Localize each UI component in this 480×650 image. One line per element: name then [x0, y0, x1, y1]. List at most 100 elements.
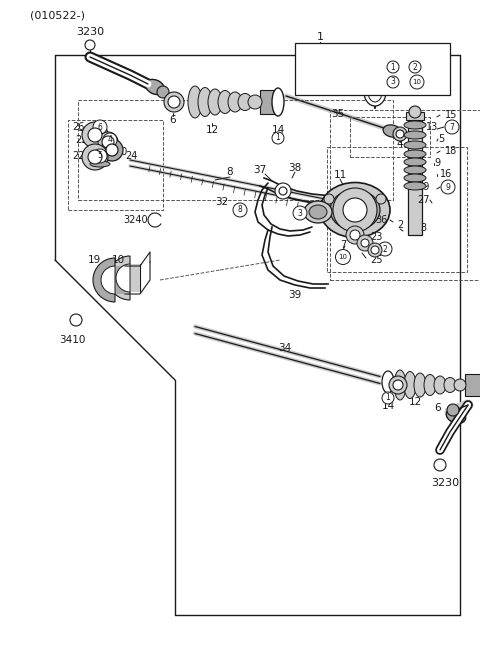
- Wedge shape: [108, 256, 130, 300]
- Circle shape: [157, 86, 169, 98]
- Bar: [350, 117, 430, 157]
- Text: 14: 14: [271, 125, 285, 135]
- Ellipse shape: [330, 190, 380, 230]
- Circle shape: [106, 144, 118, 156]
- Text: 35: 35: [331, 109, 345, 119]
- Text: 12: 12: [408, 397, 421, 407]
- Circle shape: [357, 235, 373, 251]
- Ellipse shape: [446, 409, 466, 423]
- Circle shape: [409, 106, 421, 118]
- Circle shape: [101, 139, 123, 161]
- Circle shape: [350, 230, 360, 240]
- Text: 14: 14: [382, 401, 395, 411]
- Circle shape: [376, 194, 386, 204]
- Circle shape: [70, 314, 82, 326]
- Text: 23: 23: [370, 232, 383, 242]
- Text: 22: 22: [72, 151, 84, 161]
- Text: 2: 2: [397, 220, 403, 230]
- Text: ~: ~: [399, 77, 407, 87]
- Ellipse shape: [228, 92, 242, 112]
- Ellipse shape: [404, 158, 426, 166]
- Text: 8: 8: [238, 205, 242, 214]
- Circle shape: [336, 250, 350, 265]
- Text: 19: 19: [88, 255, 101, 265]
- Bar: [406, 112, 424, 120]
- Circle shape: [164, 92, 184, 112]
- Ellipse shape: [404, 150, 426, 158]
- Text: 37: 37: [253, 165, 266, 175]
- Circle shape: [389, 376, 407, 394]
- Text: 15: 15: [445, 110, 457, 120]
- Text: 2: 2: [413, 62, 418, 72]
- Text: 32: 32: [216, 197, 228, 207]
- Circle shape: [93, 120, 107, 134]
- Bar: [330, 110, 480, 280]
- Text: 18: 18: [445, 146, 457, 156]
- Circle shape: [350, 227, 360, 237]
- Bar: [408, 115, 422, 235]
- Circle shape: [333, 188, 377, 232]
- Text: 3230: 3230: [76, 27, 104, 37]
- Text: 25: 25: [370, 255, 383, 265]
- Bar: [113, 266, 125, 294]
- Circle shape: [324, 194, 334, 204]
- Text: 3: 3: [420, 223, 426, 233]
- Ellipse shape: [90, 161, 110, 167]
- Ellipse shape: [404, 174, 426, 182]
- Text: THE NO.28 :: THE NO.28 :: [303, 77, 360, 86]
- Circle shape: [409, 61, 421, 73]
- Circle shape: [346, 226, 364, 244]
- Text: 24: 24: [125, 151, 137, 161]
- Circle shape: [275, 183, 291, 199]
- Circle shape: [393, 127, 407, 141]
- Ellipse shape: [444, 378, 456, 393]
- Ellipse shape: [424, 374, 436, 395]
- Text: 26: 26: [72, 122, 84, 132]
- Ellipse shape: [145, 79, 165, 95]
- Text: 36: 36: [376, 215, 388, 225]
- Text: 11: 11: [334, 170, 347, 180]
- Circle shape: [82, 122, 108, 148]
- Text: 3240: 3240: [123, 215, 148, 225]
- Text: NOTE: NOTE: [360, 46, 386, 56]
- Bar: [260, 90, 278, 114]
- Circle shape: [434, 459, 446, 471]
- Wedge shape: [93, 258, 115, 302]
- Bar: [327, 147, 467, 272]
- Text: 16: 16: [440, 169, 452, 179]
- Ellipse shape: [188, 86, 202, 118]
- Circle shape: [93, 149, 107, 163]
- Ellipse shape: [364, 78, 386, 106]
- Text: 4: 4: [108, 135, 112, 144]
- Circle shape: [387, 61, 399, 73]
- Circle shape: [98, 132, 118, 152]
- Ellipse shape: [404, 121, 426, 129]
- Text: 3: 3: [298, 209, 302, 218]
- Ellipse shape: [404, 141, 426, 149]
- Ellipse shape: [309, 205, 327, 219]
- Text: 10: 10: [338, 254, 348, 260]
- Bar: [68, 120, 163, 210]
- Ellipse shape: [404, 372, 416, 398]
- Text: 9: 9: [434, 158, 440, 168]
- Ellipse shape: [382, 371, 394, 393]
- Circle shape: [393, 380, 403, 390]
- Circle shape: [445, 120, 459, 134]
- Text: 6: 6: [97, 122, 102, 131]
- Circle shape: [410, 75, 424, 89]
- Text: 10: 10: [412, 79, 421, 85]
- Circle shape: [396, 130, 404, 138]
- Circle shape: [88, 128, 102, 142]
- Wedge shape: [116, 264, 130, 292]
- Text: 3410: 3410: [59, 335, 85, 345]
- Text: 10: 10: [112, 255, 125, 265]
- Circle shape: [382, 392, 394, 404]
- Ellipse shape: [238, 94, 252, 111]
- Text: 21: 21: [75, 135, 87, 145]
- Wedge shape: [101, 266, 115, 294]
- Ellipse shape: [404, 166, 426, 174]
- Text: 6: 6: [170, 115, 176, 125]
- Text: 5: 5: [438, 134, 444, 144]
- Text: THE NO.16 :: THE NO.16 :: [303, 62, 360, 72]
- Text: 6: 6: [435, 403, 441, 413]
